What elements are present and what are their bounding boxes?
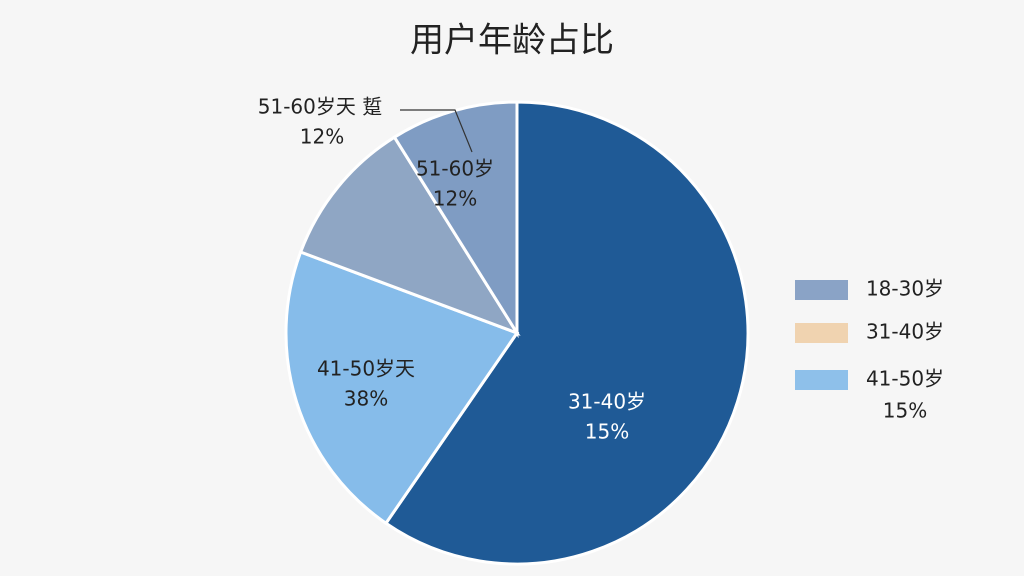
pie-slice bbox=[298, 135, 521, 336]
leader-line bbox=[400, 109, 473, 153]
slice-label: 15% bbox=[585, 420, 629, 444]
slice-label: 12% bbox=[433, 187, 477, 211]
pie bbox=[284, 100, 750, 566]
legend-label: 18-30岁 bbox=[866, 277, 944, 301]
legend-note: 15% bbox=[883, 399, 927, 423]
legend-swatch bbox=[795, 323, 848, 343]
pie-slice bbox=[392, 100, 519, 339]
pie-slice bbox=[284, 250, 520, 526]
legend-swatch bbox=[795, 370, 848, 390]
slice-label: 38% bbox=[344, 387, 388, 411]
callout-label: 51-60岁天 踅 bbox=[258, 95, 382, 119]
legend-label: 41-50岁 bbox=[866, 367, 944, 391]
callout-label: 12% bbox=[300, 125, 344, 149]
legend-label: 31-40岁 bbox=[866, 320, 944, 344]
pie-slice bbox=[383, 100, 750, 566]
slice-label: 31-40岁 bbox=[568, 390, 646, 414]
chart-title: 用户年龄占比 bbox=[410, 21, 614, 61]
legend-swatch bbox=[795, 280, 848, 300]
slice-label: 51-60岁 bbox=[416, 157, 494, 181]
slice-label: 41-50岁天 bbox=[317, 357, 415, 381]
